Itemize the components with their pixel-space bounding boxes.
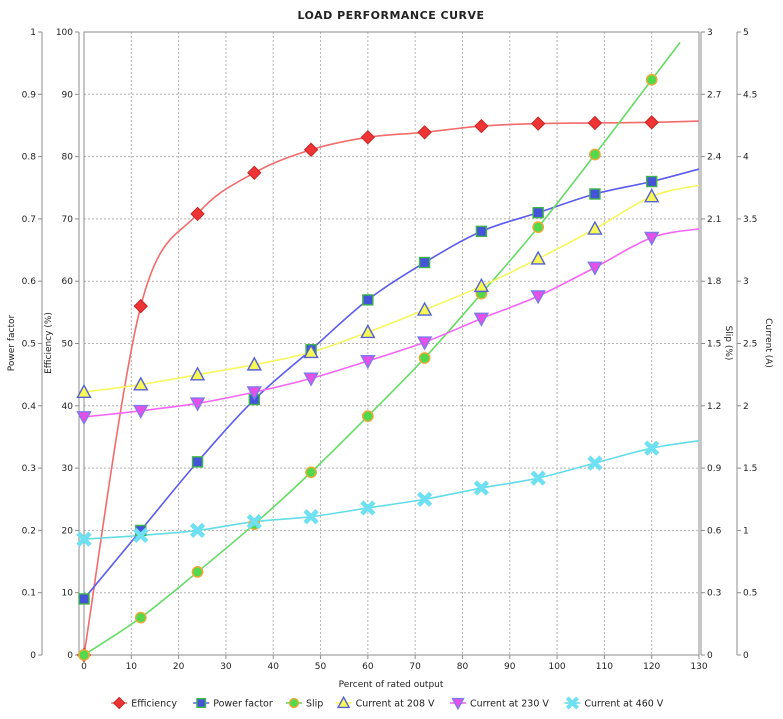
svg-text:90: 90 (62, 90, 74, 100)
svg-text:50: 50 (62, 340, 74, 350)
svg-text:0.5: 0.5 (743, 589, 757, 599)
svg-text:0.3: 0.3 (22, 464, 36, 474)
svg-text:80: 80 (62, 153, 74, 163)
svg-text:2.7: 2.7 (707, 90, 721, 100)
svg-text:30: 30 (220, 662, 232, 672)
svg-text:20: 20 (62, 526, 74, 536)
svg-text:40: 40 (62, 402, 74, 412)
legend-label: Power factor (213, 699, 273, 710)
svg-text:2.1: 2.1 (707, 215, 721, 225)
svg-text:2.4: 2.4 (707, 153, 722, 163)
series-line-efficiency (83, 120, 700, 656)
svg-text:0.9: 0.9 (22, 90, 37, 100)
slip-axis-title: Slip (%) (723, 326, 733, 361)
svg-text:1.5: 1.5 (707, 340, 721, 350)
efficiency-axis: 0 10 20 30 40 50 60 70 80 90 100 (56, 28, 80, 661)
series-markers-current-at-230-v (76, 231, 660, 426)
svg-text:70: 70 (409, 662, 421, 672)
svg-text:0: 0 (30, 651, 36, 661)
x-axis: 0 10 20 30 40 50 60 70 80 90 100 110 120 130 (81, 655, 708, 672)
svg-text:1.8: 1.8 (707, 277, 722, 287)
svg-text:5: 5 (743, 28, 749, 38)
svg-text:0.7: 0.7 (22, 215, 36, 225)
legend-item-power-factor: Power factor (193, 698, 273, 710)
series-line-slip (83, 41, 681, 656)
plot-area: 0 10 20 30 40 50 60 70 80 90 100 110 120 13000.10.20.… (22, 28, 757, 711)
legend-item-slip: Slip (286, 697, 323, 710)
svg-text:100: 100 (548, 662, 565, 672)
svg-text:3: 3 (707, 28, 713, 38)
svg-text:1: 1 (743, 526, 749, 536)
svg-text:0.8: 0.8 (22, 153, 37, 163)
legend: Efficiency Power factor Slip Current at 208… (111, 695, 664, 711)
svg-text:0: 0 (707, 651, 713, 661)
svg-text:0.4: 0.4 (22, 402, 37, 412)
svg-text:2: 2 (743, 402, 749, 412)
svg-text:80: 80 (457, 662, 469, 672)
legend-item-current-at-460-v: Current at 460 V (564, 696, 664, 710)
legend-label: Efficiency (131, 699, 177, 710)
power-factor-axis-title: Power factor (7, 314, 17, 371)
chart-title: LOAD PERFORMANCE CURVE (297, 9, 484, 22)
svg-text:100: 100 (56, 28, 73, 38)
svg-text:0: 0 (67, 651, 73, 661)
svg-text:1: 1 (30, 28, 36, 38)
svg-text:20: 20 (173, 662, 185, 672)
svg-text:90: 90 (504, 662, 516, 672)
legend-label: Slip (306, 699, 323, 710)
svg-text:110: 110 (596, 662, 613, 672)
svg-text:4.5: 4.5 (743, 90, 757, 100)
svg-text:70: 70 (62, 215, 74, 225)
slip-axis: 0 0.3 0.6 0.9 1.2 1.5 1.8 2.1 2.4 2.7 3 (700, 28, 722, 661)
current-axis-title: Current (A) (763, 318, 773, 368)
series-markers-current-at-208-v (76, 188, 660, 398)
svg-text:0: 0 (81, 662, 87, 672)
series-line-current-at-208-v (83, 184, 700, 393)
svg-text:3: 3 (743, 277, 749, 287)
svg-text:0.3: 0.3 (707, 589, 721, 599)
legend-label: Current at 460 V (584, 699, 663, 710)
svg-text:50: 50 (315, 662, 327, 672)
svg-text:0.1: 0.1 (22, 589, 36, 599)
svg-text:0.2: 0.2 (22, 526, 36, 536)
series-markers-current-at-460-v (76, 440, 660, 547)
gridlines (84, 31, 700, 655)
svg-text:0.6: 0.6 (22, 277, 37, 287)
svg-text:10: 10 (126, 662, 138, 672)
svg-text:1.2: 1.2 (707, 402, 721, 412)
svg-text:10: 10 (62, 589, 74, 599)
power-factor-axis: 0 0.1 0.2 0.3 0.4 0.5 0.6 0.7 0.8 0.9 1 (22, 28, 43, 661)
series-line-current-at-460-v (83, 439, 700, 540)
svg-text:40: 40 (268, 662, 280, 672)
svg-text:30: 30 (62, 464, 74, 474)
svg-text:120: 120 (643, 662, 660, 672)
legend-label: Current at 230 V (470, 699, 549, 710)
svg-text:1.5: 1.5 (743, 464, 757, 474)
x-axis-title: Percent of rated output (339, 680, 444, 690)
svg-text:2.5: 2.5 (743, 340, 757, 350)
legend-item-current-at-230-v: Current at 230 V (450, 697, 549, 711)
svg-text:130: 130 (690, 662, 707, 672)
plot-border (83, 31, 700, 656)
svg-text:3.5: 3.5 (743, 215, 757, 225)
svg-text:0.9: 0.9 (707, 464, 722, 474)
svg-text:0.6: 0.6 (707, 526, 722, 536)
svg-text:0: 0 (743, 651, 749, 661)
svg-text:60: 60 (62, 277, 74, 287)
svg-text:60: 60 (362, 662, 374, 672)
svg-text:4: 4 (743, 153, 749, 163)
efficiency-axis-title: Efficiency (%) (44, 312, 54, 374)
current-axis: 0 0.5 1 1.5 2 2.5 3 3.5 4 4.5 5 (736, 28, 757, 661)
legend-item-efficiency: Efficiency (111, 696, 177, 710)
legend-item-current-at-208-v: Current at 208 V (335, 695, 435, 710)
svg-text:0.5: 0.5 (22, 340, 36, 350)
legend-label: Current at 208 V (356, 699, 435, 710)
